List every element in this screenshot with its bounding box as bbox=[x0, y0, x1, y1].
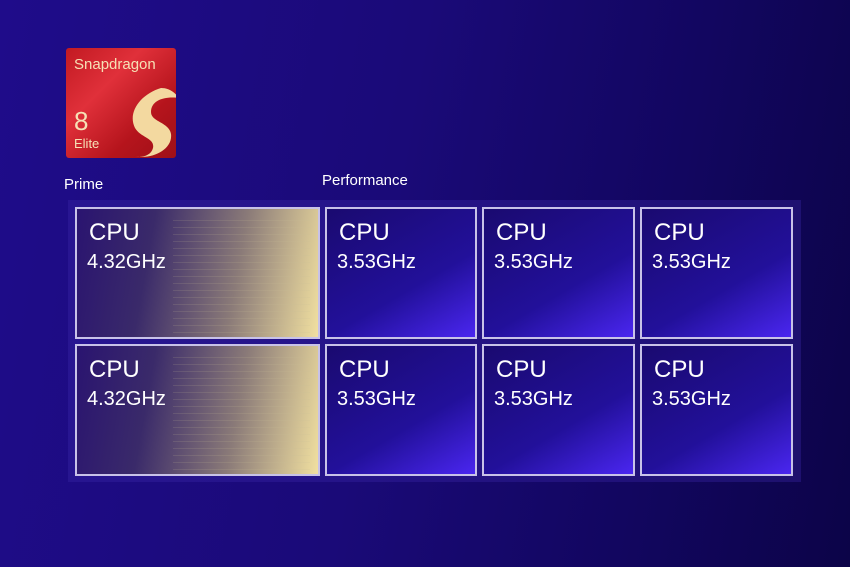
core-frequency: 3.53GHz bbox=[494, 388, 573, 410]
core-frequency: 4.32GHz bbox=[87, 251, 166, 273]
core-name: CPU bbox=[654, 219, 705, 246]
performance-cpu-core: CPU 3.53GHz bbox=[640, 344, 793, 476]
core-frequency: 3.53GHz bbox=[652, 251, 731, 273]
performance-cpu-core: CPU 3.53GHz bbox=[482, 207, 635, 339]
performance-cpu-core: CPU 3.53GHz bbox=[325, 207, 477, 339]
snapdragon-flame-icon bbox=[132, 88, 176, 157]
performance-label: Performance bbox=[322, 172, 408, 189]
logo-number: 8 bbox=[74, 106, 89, 136]
prime-cpu-core: CPU 4.32GHz bbox=[75, 344, 320, 476]
core-frequency: 3.53GHz bbox=[494, 251, 573, 273]
prime-cpu-core: CPU 4.32GHz bbox=[75, 207, 320, 339]
core-name: CPU bbox=[339, 356, 390, 383]
core-frequency: 3.53GHz bbox=[337, 388, 416, 410]
snapdragon-logo: Snapdragon 8 Elite bbox=[66, 48, 176, 158]
performance-cpu-core: CPU 3.53GHz bbox=[482, 344, 635, 476]
core-frequency: 4.32GHz bbox=[87, 388, 166, 410]
core-name: CPU bbox=[654, 356, 705, 383]
prime-label: Prime bbox=[64, 176, 104, 193]
core-name: CPU bbox=[496, 356, 547, 383]
core-frequency: 3.53GHz bbox=[337, 251, 416, 273]
performance-cpu-core: CPU 3.53GHz bbox=[640, 207, 793, 339]
logo-tier: Elite bbox=[74, 136, 100, 151]
core-name: CPU bbox=[89, 219, 140, 246]
core-name: CPU bbox=[89, 356, 140, 383]
core-frequency: 3.53GHz bbox=[652, 388, 731, 410]
logo-brand: Snapdragon bbox=[74, 56, 156, 73]
performance-cpu-core: CPU 3.53GHz bbox=[325, 344, 477, 476]
core-name: CPU bbox=[496, 219, 547, 246]
core-name: CPU bbox=[339, 219, 390, 246]
